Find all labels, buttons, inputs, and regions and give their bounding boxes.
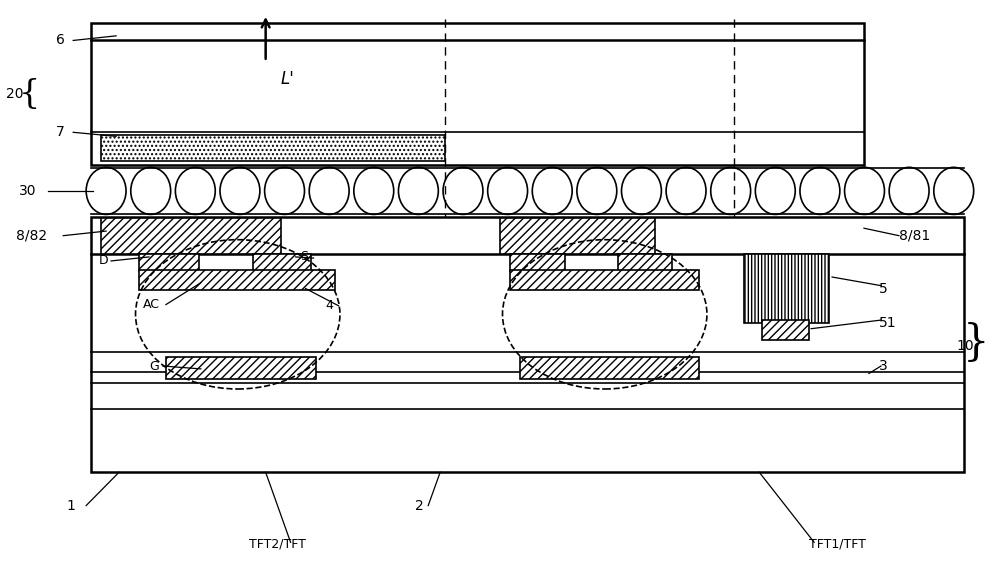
Text: 8/82: 8/82 [16,228,47,243]
Bar [744,254,829,323]
Text: TFT2/TFT: TFT2/TFT [249,538,306,550]
Text: 3: 3 [879,359,888,373]
Text: TFT1/TFT: TFT1/TFT [809,538,866,550]
Text: 1: 1 [66,499,75,512]
Text: D: D [99,254,109,267]
Text: }: } [962,322,989,364]
Text: 5: 5 [879,282,888,295]
Text: 10: 10 [957,339,974,353]
Bar [91,23,864,165]
Bar [500,219,655,254]
Text: 8/81: 8/81 [899,228,930,243]
Bar [253,254,311,271]
Text: AC: AC [143,298,160,311]
Bar [101,135,445,161]
Bar [510,254,565,271]
Text: 6: 6 [56,33,65,47]
Text: G: G [149,359,159,373]
Bar [139,254,199,271]
Text: {: { [19,78,40,110]
Text: 2: 2 [415,499,424,512]
Bar [101,219,281,254]
Bar [91,217,964,472]
Text: 4: 4 [325,299,333,312]
Bar [618,254,672,271]
Bar [510,270,699,290]
Text: 51: 51 [879,316,897,330]
Text: S: S [301,250,309,264]
Text: L': L' [281,70,294,88]
Text: 7: 7 [56,125,65,139]
Bar [762,320,809,340]
Text: 20: 20 [6,87,24,102]
Bar [139,270,335,290]
Bar [520,357,699,379]
Bar [166,357,316,379]
Text: 30: 30 [19,184,37,198]
